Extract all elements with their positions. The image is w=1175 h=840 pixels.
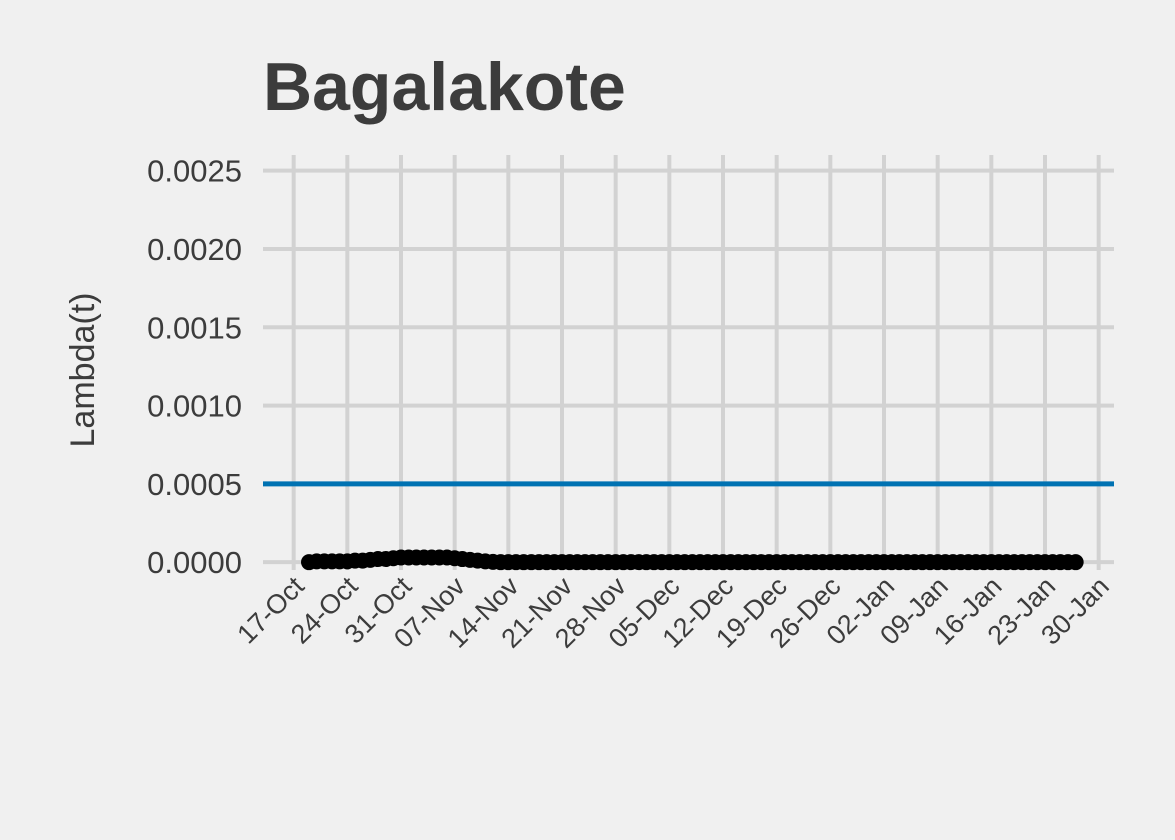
x-gridlines (291, 155, 1101, 570)
series-layer (301, 549, 1084, 571)
y-tick-label: 0.0025 (147, 154, 242, 189)
y-tick-label: 0.0020 (147, 232, 242, 267)
chart-title: Bagalakote (263, 49, 626, 125)
y-axis-label: Lambda(t) (64, 293, 102, 448)
y-gridlines (263, 168, 1114, 565)
data-point (1067, 554, 1084, 571)
y-tick-labels: 0.0000 0.0005 0.0010 0.0015 0.0020 0.0025 (147, 154, 242, 581)
y-tick-label: 0.0005 (147, 467, 242, 502)
y-tick-label: 0.0010 (147, 389, 242, 424)
x-tick-labels: 17-Oct24-Oct31-Oct07-Nov14-Nov21-Nov28-N… (231, 571, 1115, 654)
y-tick-label: 0.0015 (147, 310, 242, 345)
y-tick-label: 0.0000 (147, 545, 242, 580)
